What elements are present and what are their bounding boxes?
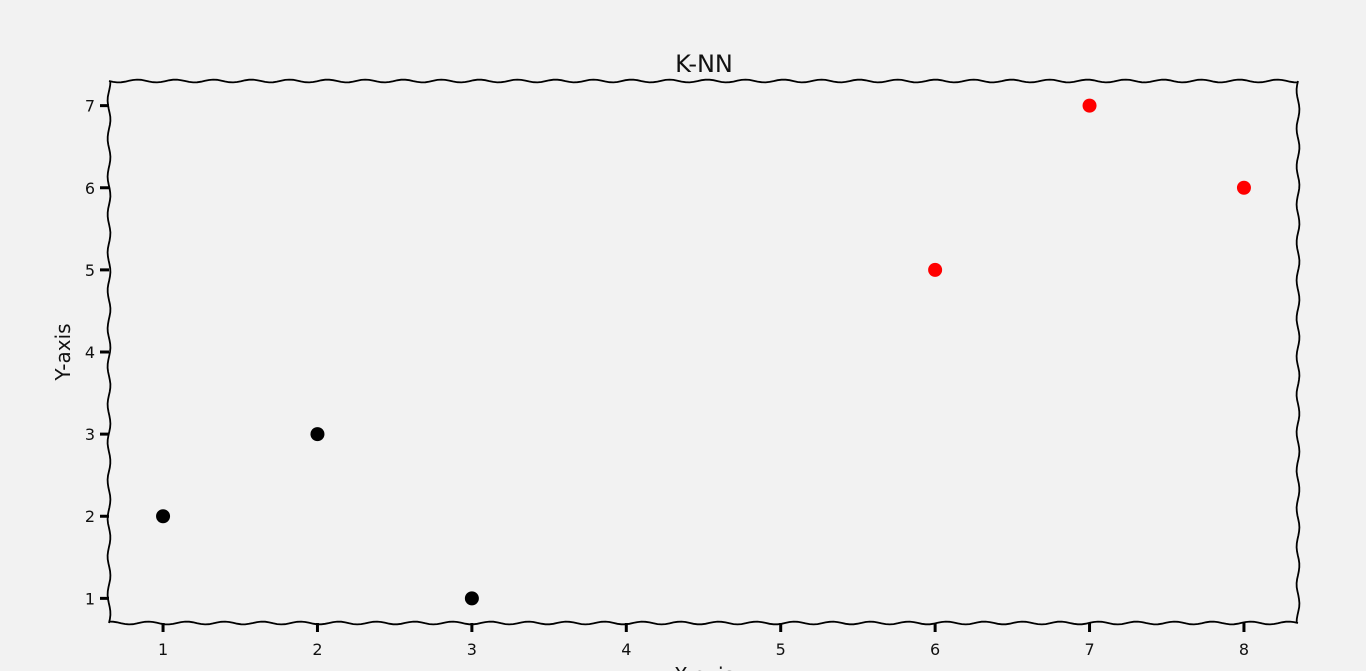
x-tick-label: 3 (467, 640, 477, 659)
scatter-point (464, 591, 479, 606)
plot-frame-right (1295, 80, 1301, 624)
y-tick-label: 6 (85, 179, 95, 198)
y-tick-label: 5 (85, 261, 95, 280)
data-points (156, 98, 1251, 606)
plot-frame-left (106, 80, 112, 624)
y-axis-ticks: 1 2 3 4 5 6 7 (85, 97, 109, 608)
chart-title: K-NN (675, 50, 733, 78)
x-axis-title: X-axis (674, 663, 734, 671)
x-tick-label: 2 (312, 640, 322, 659)
y-tick-label: 2 (85, 507, 95, 526)
scatter-point (310, 427, 325, 442)
x-axis-ticks: 1 2 3 4 5 6 7 8 (158, 623, 1249, 659)
scatter-point (1082, 98, 1097, 113)
scatter-point (928, 262, 943, 277)
x-tick-label: 8 (1239, 640, 1249, 659)
x-tick-label: 7 (1084, 640, 1094, 659)
plot-frame-bottom (108, 620, 1299, 626)
y-axis-title: Y-axis (51, 323, 75, 381)
x-tick-label: 1 (158, 640, 168, 659)
x-tick-label: 4 (621, 640, 631, 659)
y-tick-label: 3 (85, 425, 95, 444)
plot-frame (106, 78, 1301, 626)
scatter-point (156, 509, 171, 524)
x-tick-label: 5 (776, 640, 786, 659)
y-tick-label: 7 (85, 97, 95, 116)
x-tick-label: 6 (930, 640, 940, 659)
scatter-point (1236, 180, 1251, 195)
y-tick-label: 4 (85, 343, 95, 362)
plot-frame-top (108, 78, 1299, 84)
y-tick-label: 1 (85, 589, 95, 608)
